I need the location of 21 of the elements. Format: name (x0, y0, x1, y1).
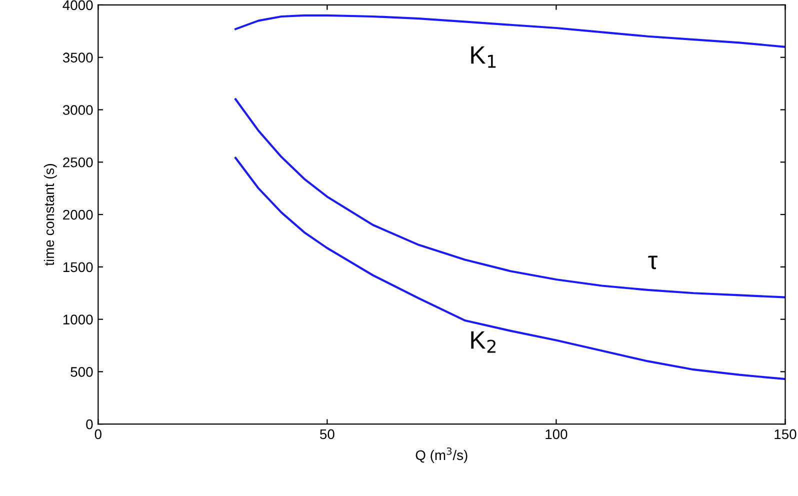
y-axis-title: time constant (s) (44, 164, 57, 266)
y-tick-label: 3500 (62, 52, 93, 63)
x-tick-label: 100 (546, 429, 568, 440)
y-tick-label: 2500 (63, 157, 93, 168)
line-series (234, 98, 786, 298)
x-axis-title: Q (m$^{3}$/s) (416, 447, 468, 463)
x-tick-label: 0 (94, 429, 102, 440)
y-tick-label: 2000 (63, 210, 93, 220)
y-tick-label: 1500 (63, 262, 93, 272)
y-tick-label: 3000 (62, 105, 93, 115)
line-series (234, 156, 786, 380)
annotation: τ (648, 256, 658, 270)
annotation: K$_{1}$ (471, 46, 496, 68)
x-tick-label: 150 (774, 429, 796, 440)
y-tick-label: 4000 (62, 0, 93, 10)
y-tick-label: 1000 (63, 314, 93, 324)
y-tick-label: 500 (70, 367, 93, 377)
x-tick-label: 50 (320, 429, 334, 440)
y-tick-label: 0 (86, 419, 93, 430)
line-series (234, 14, 786, 48)
annotation: K$_{2}$ (471, 331, 496, 353)
